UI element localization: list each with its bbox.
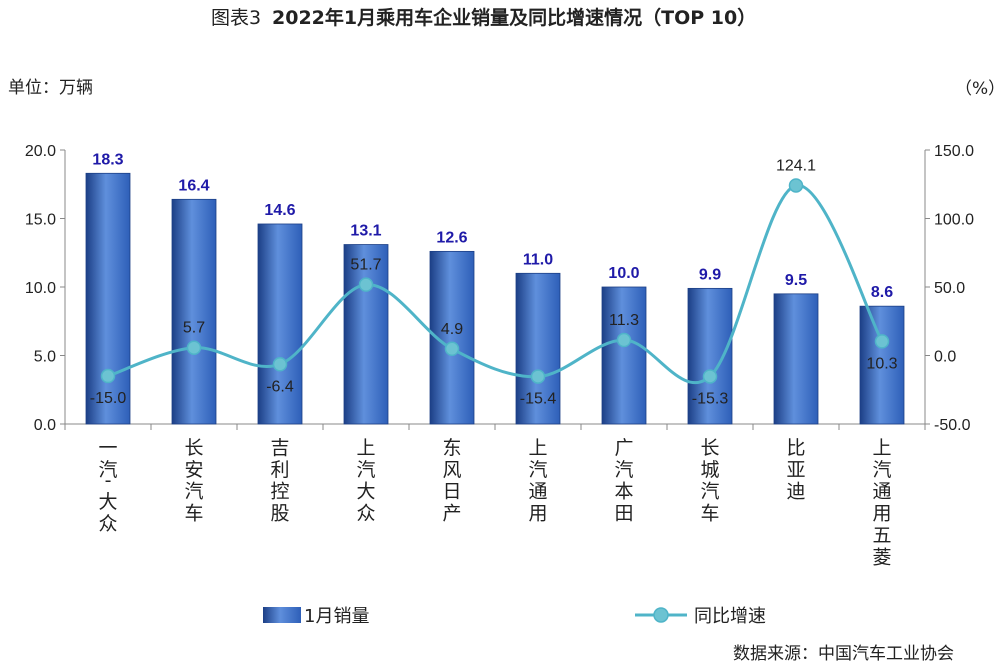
figure-label: 图表3 [211, 7, 261, 29]
line-value-label: -6.4 [266, 378, 294, 395]
bar [773, 293, 819, 425]
line-point [616, 332, 632, 348]
category-label: 东风日产 [442, 437, 461, 525]
bar-value-label: 12.6 [436, 229, 467, 246]
source-note: 数据来源：中国汽车工业协会 [733, 644, 954, 664]
bar [171, 198, 217, 425]
bar [343, 244, 389, 425]
line-point [530, 369, 546, 384]
category-label: 一汽-大众 [98, 437, 117, 535]
category-label: 上汽大众 [356, 437, 375, 525]
category-label: 比亚迪 [786, 437, 805, 503]
bar [859, 305, 905, 425]
right-axis-unit: （%） [955, 79, 999, 99]
left-tick-label: 0.0 [34, 417, 56, 434]
line-value-label: -15.0 [90, 390, 127, 407]
right-tick-label: 150.0 [934, 143, 974, 160]
legend-line-label: 同比增速 [694, 606, 766, 627]
right-tick-label: 100.0 [934, 212, 974, 229]
legend: 1月销量 同比增速 [263, 606, 766, 627]
line-value-label: 51.7 [350, 257, 381, 274]
line-value-label: 10.3 [866, 355, 897, 372]
left-tick-label: 20.0 [25, 143, 56, 160]
right-tick-label: -50.0 [934, 417, 971, 434]
bar-value-label: 10.0 [608, 265, 639, 282]
bar-value-label: 8.6 [871, 284, 893, 301]
bar [257, 223, 303, 425]
category-label: 上汽通用 [528, 437, 547, 525]
category-label: 上汽通用五菱 [872, 437, 891, 568]
line-point [186, 340, 202, 355]
bar [515, 272, 561, 425]
line-point [874, 334, 890, 349]
line-point [100, 368, 116, 384]
line-point [702, 369, 718, 384]
line-point [272, 357, 288, 372]
bar [601, 286, 647, 425]
right-y-axis: -50.0 0.0 50.0 100.0 150.0 [924, 143, 974, 434]
bar-value-label: 9.5 [785, 272, 807, 289]
line-value-label: -15.4 [520, 391, 557, 408]
line-value-label: 4.9 [441, 321, 463, 338]
left-axis-unit: 单位：万辆 [8, 78, 93, 98]
legend-line-marker [653, 607, 669, 623]
left-tick-label: 15.0 [25, 212, 56, 229]
bar-series: 18.3 16.4 14.6 13.1 12.6 11.0 10.0 9.9 9.5 8.6 [85, 151, 905, 425]
right-tick-label: 50.0 [934, 280, 965, 297]
chart-title: 2022年1月乘用车企业销量及同比增速情况（TOP 10） [272, 6, 756, 29]
bar-value-label: 13.1 [350, 223, 381, 240]
line-point [358, 277, 374, 292]
left-y-axis: 0.0 5.0 10.0 15.0 20.0 [25, 143, 66, 434]
right-tick-label: 0.0 [934, 349, 956, 366]
bar-value-label: 14.6 [264, 202, 295, 219]
x-axis [64, 423, 926, 430]
category-label: 吉利控股 [270, 437, 289, 525]
bar-value-label: 11.0 [523, 251, 553, 268]
category-label: 广汽本田 [614, 437, 633, 525]
line-value-label: 11.3 [609, 312, 639, 329]
growth-line [107, 183, 884, 385]
left-tick-label: 10.0 [25, 280, 56, 297]
legend-bar-swatch [263, 607, 301, 623]
line-value-label: 5.7 [183, 320, 205, 337]
bar-value-label: 18.3 [92, 151, 123, 168]
bar-value-label: 16.4 [178, 177, 209, 194]
category-labels: 一汽-大众 长安汽车 吉利控股 上汽大众 东风日产 上汽通用 广汽本田 长城汽车 比亚迪 上汽通用… [98, 437, 891, 568]
line-series: -15.0 5.7 -6.4 51.7 4.9 -15.4 11.3 -15.3 124.1 10… [90, 157, 898, 407]
legend-bar-label: 1月销量 [304, 606, 369, 627]
left-tick-label: 5.0 [34, 349, 56, 366]
category-label: 长安汽车 [184, 437, 203, 525]
line-point [788, 178, 804, 193]
bar [85, 172, 131, 425]
line-value-label: -15.3 [692, 390, 729, 407]
category-label: 长城汽车 [700, 437, 719, 525]
line-point [444, 341, 460, 357]
bar-value-label: 9.9 [699, 266, 721, 283]
line-value-label: 124.1 [776, 157, 816, 174]
